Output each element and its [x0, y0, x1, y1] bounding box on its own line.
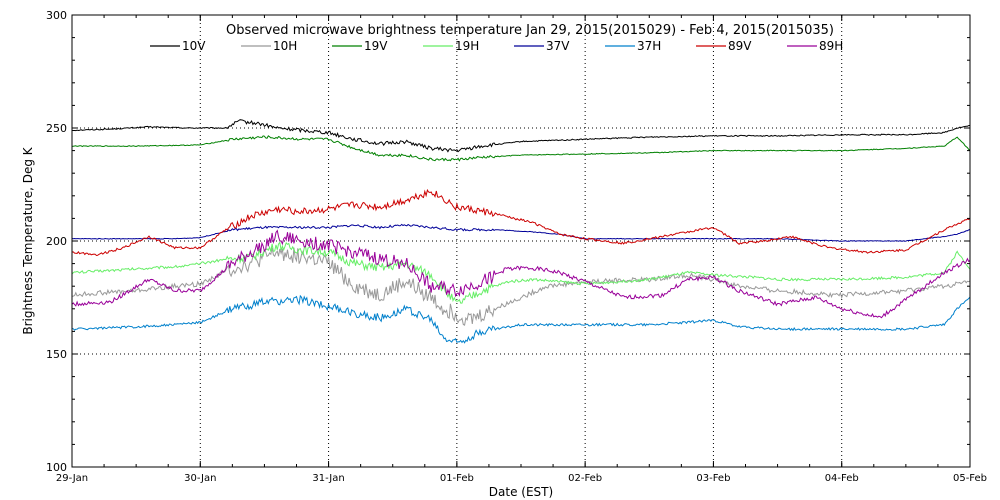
legend-label: 10V [182, 39, 206, 53]
legend-label: 89H [819, 39, 843, 53]
x-axis-label: Date (EST) [489, 485, 553, 499]
legend: 10V 10H 19V 19H 37V 37H 89V 89H [150, 39, 843, 53]
chart-title: Observed microwave brightness temperatur… [226, 23, 834, 38]
series-line-37h [71, 294, 971, 344]
series-line-89v [71, 188, 971, 257]
legend-label: 37V [546, 39, 570, 53]
legend-label: 37H [637, 39, 661, 53]
x-tick-label: 05-Feb [953, 473, 987, 484]
series-line-10v [71, 119, 971, 153]
legend-label: 19V [364, 39, 388, 53]
x-tick-label: 29-Jan [56, 473, 88, 484]
y-axis-label: Brightness Temperature, Deg K [21, 146, 35, 334]
y-tick-label: 100 [46, 461, 67, 474]
x-tick-label: 03-Feb [696, 473, 730, 484]
x-tick-label: 30-Jan [184, 473, 216, 484]
series-layer [71, 119, 971, 344]
y-tick-label: 300 [46, 9, 67, 22]
y-axis: 100 150 200 250 300 [46, 9, 970, 474]
x-tick-label: 04-Feb [825, 473, 859, 484]
y-tick-label: 150 [46, 348, 67, 361]
x-tick-label: 31-Jan [312, 473, 344, 484]
x-tick-label: 02-Feb [568, 473, 602, 484]
series-line-19v [71, 135, 971, 162]
x-axis: 29-Jan 30-Jan 31-Jan 01-Feb 02-Feb 03-Feb 04-F… [56, 15, 987, 484]
legend-label: 89V [728, 39, 752, 53]
y-tick-label: 250 [46, 122, 67, 135]
series-line-19h [71, 241, 971, 304]
legend-label: 10H [273, 39, 297, 53]
series-line-89h [71, 229, 971, 319]
y-tick-label: 200 [46, 235, 67, 248]
legend-label: 19H [455, 39, 479, 53]
x-tick-label: 01-Feb [440, 473, 474, 484]
